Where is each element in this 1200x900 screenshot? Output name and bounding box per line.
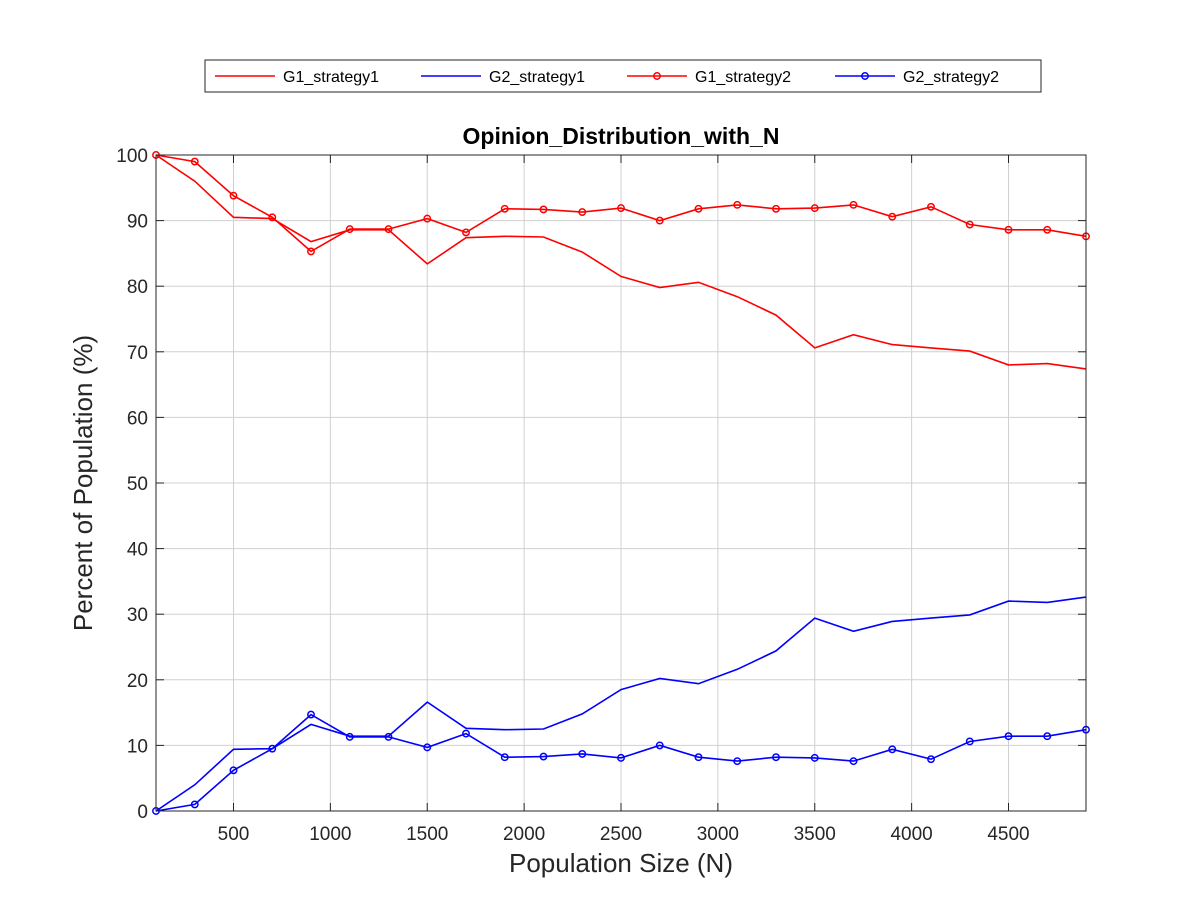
data-point [733,200,742,209]
data-point [578,749,587,758]
data-point [384,225,393,234]
legend-entry: G2_strategy2 [835,69,999,86]
series-line [155,154,1087,253]
data-point [578,208,587,217]
y-tick-label: 20 [127,671,148,692]
y-tick-label: 0 [137,802,148,823]
data-point [772,204,780,213]
data-point [1004,225,1013,234]
data-point [927,202,935,211]
data-point [268,213,277,222]
data-point [462,729,470,738]
data-point [655,741,664,750]
x-tick-label: 500 [218,824,250,845]
data-point [617,753,625,762]
data-point [888,745,897,754]
y-tick-label: 10 [127,736,148,757]
legend-label: G2_strategy2 [903,69,999,86]
data-point [888,212,897,221]
data-point [694,204,703,213]
y-tick-label: 30 [127,605,148,626]
chart-title: Opinion_Distribution_with_N [463,123,780,149]
data-point [965,737,974,746]
data-point [810,753,819,762]
data-point [500,204,509,213]
data-point [927,755,935,764]
series-G2_strategy1 [155,596,1087,812]
y-tick-labels: 0 10 20 30 40 50 60 70 80 90 100 [116,146,148,823]
legend-entry: G2_strategy1 [421,69,585,86]
data-point [694,753,703,762]
y-tick-label: 100 [116,146,148,167]
data-point [345,225,354,234]
x-tick-labels: 500 1000 1500 2000 2500 3000 3500 4000 4500 [218,824,1030,845]
data-point [849,200,858,209]
legend-label: G1_strategy1 [283,69,379,86]
y-tick-label: 40 [127,540,148,561]
data-point [423,743,432,752]
data-point [539,752,548,761]
series-G1_strategy2 [152,151,1090,256]
x-tick-label: 3000 [697,824,739,845]
series-line [155,713,1087,812]
data-point [733,757,742,766]
data-point [268,744,277,753]
x-tick-label: 1500 [406,824,448,845]
legend-marker [653,72,661,80]
x-tick-label: 2000 [503,824,545,845]
data-point [307,247,315,256]
y-axis-label: Percent of Population (%) [68,335,98,631]
data-point [229,191,238,200]
data-point [1043,225,1052,234]
legend-label: G1_strategy2 [695,69,791,86]
x-tick-label: 3500 [794,824,836,845]
data-point [462,228,470,237]
x-tick-label: 2500 [600,824,642,845]
data-point [772,753,780,762]
legend: G1_strategy1 G2_strategy1 G1_strategy2 G2_s… [204,59,1042,93]
y-tick-label: 90 [127,212,148,233]
legend-label: G2_strategy1 [489,69,585,86]
series-G2_strategy2 [152,710,1090,815]
data-point [384,732,393,741]
legend-marker [861,72,869,80]
y-tick-label: 60 [127,408,148,429]
series-G1_strategy1 [155,154,1087,370]
legend-box [204,59,1042,93]
data-point [810,204,819,213]
data-point [229,766,238,775]
x-tick-label: 4000 [890,824,932,845]
data-point [655,216,664,225]
data-point [190,800,199,809]
data-point [190,157,199,166]
data-point [423,214,432,223]
series-line [155,154,1087,370]
x-tick-label: 1000 [309,824,351,845]
data-point [1043,732,1052,741]
data-point [1004,732,1013,741]
series-layer [152,151,1090,815]
y-tick-label: 70 [127,343,148,364]
data-point [539,205,548,214]
x-tick-label: 4500 [987,824,1029,845]
y-tick-label: 80 [127,277,148,298]
x-axis-label: Population Size (N) [509,848,733,878]
tick-layer [156,154,1086,812]
legend-entry: G1_strategy1 [215,69,379,86]
data-point [500,753,509,762]
data-point [345,732,354,741]
data-point [965,220,974,229]
data-point [849,757,858,766]
series-line [155,596,1087,812]
data-point [617,204,625,213]
legend-entry: G1_strategy2 [627,69,791,86]
y-tick-label: 50 [127,474,148,495]
data-point [307,710,315,719]
